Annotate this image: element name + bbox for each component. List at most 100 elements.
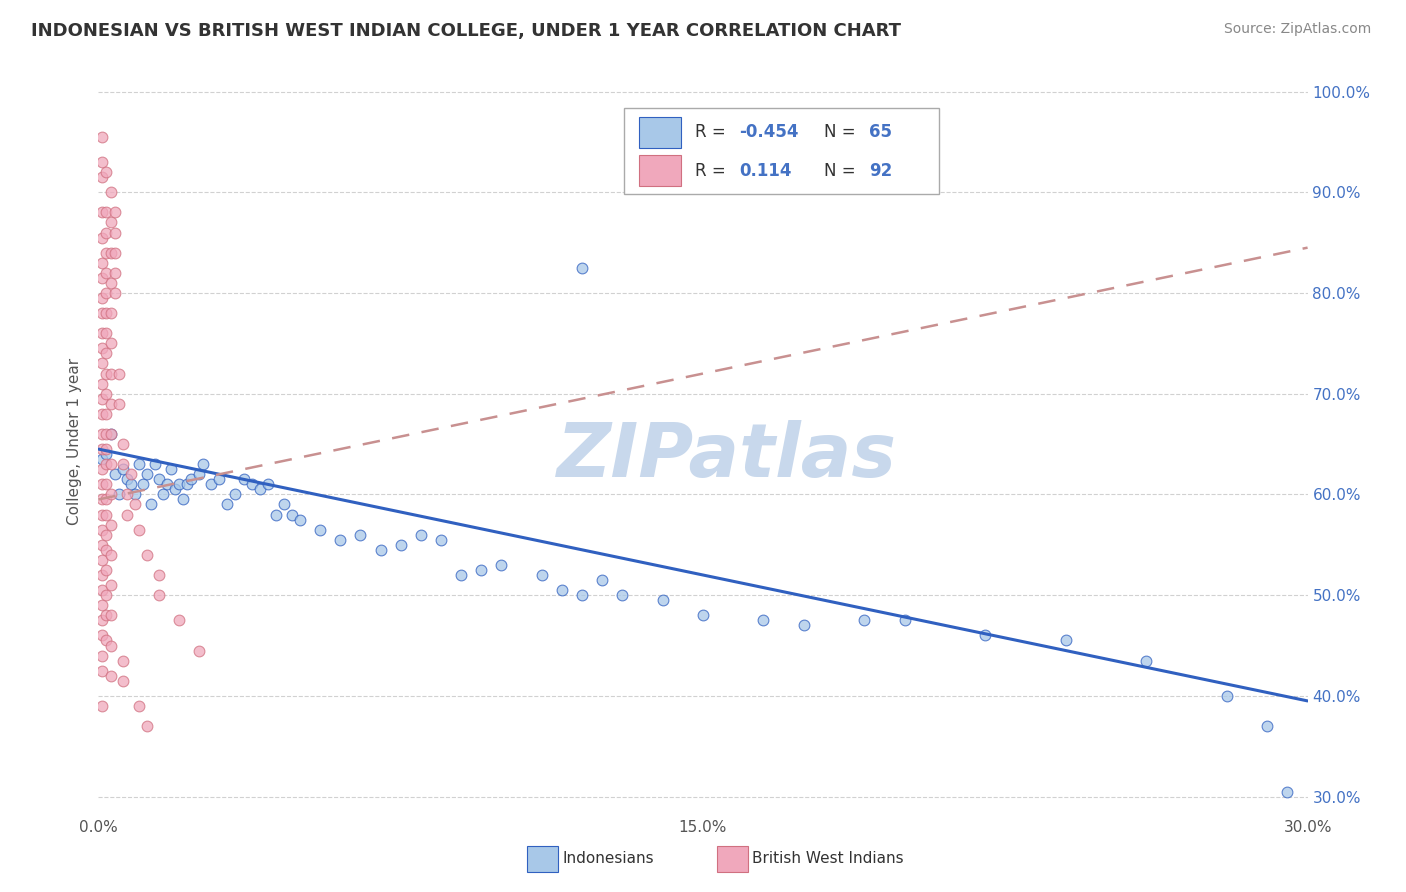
Point xyxy=(96,165,118,179)
Point xyxy=(100,367,122,381)
Point xyxy=(100,276,122,290)
Point xyxy=(591,573,613,587)
Point xyxy=(96,205,118,219)
Point xyxy=(91,291,114,305)
Point xyxy=(96,633,118,648)
Point xyxy=(100,336,122,351)
Point xyxy=(224,487,246,501)
Bar xyxy=(638,117,682,147)
Point xyxy=(103,266,125,280)
Point xyxy=(91,492,114,507)
Point xyxy=(91,477,114,491)
Point xyxy=(96,367,118,381)
Point xyxy=(91,648,114,663)
Point xyxy=(91,306,114,320)
Point xyxy=(176,477,198,491)
Point xyxy=(100,306,122,320)
Point xyxy=(96,563,118,577)
Point xyxy=(91,407,114,421)
Point xyxy=(107,397,129,411)
Point xyxy=(96,588,118,602)
Point xyxy=(91,538,114,552)
Point xyxy=(180,472,202,486)
Point xyxy=(100,578,122,592)
Point xyxy=(571,260,593,275)
Point xyxy=(91,205,114,219)
Point xyxy=(100,548,122,562)
Point xyxy=(96,442,118,456)
Point xyxy=(103,467,125,482)
Point xyxy=(152,487,174,501)
Point xyxy=(124,487,146,501)
Point xyxy=(853,613,876,627)
Point xyxy=(91,427,114,442)
Point xyxy=(281,508,304,522)
Point xyxy=(651,593,673,607)
Point xyxy=(100,427,122,442)
Point xyxy=(103,226,125,240)
Point xyxy=(103,285,125,300)
Text: INDONESIAN VS BRITISH WEST INDIAN COLLEGE, UNDER 1 YEAR CORRELATION CHART: INDONESIAN VS BRITISH WEST INDIAN COLLEG… xyxy=(31,22,901,40)
Text: Source: ZipAtlas.com: Source: ZipAtlas.com xyxy=(1223,22,1371,37)
Text: R =: R = xyxy=(695,161,731,179)
Point xyxy=(111,462,134,476)
Point xyxy=(115,508,138,522)
Point xyxy=(91,392,114,406)
Bar xyxy=(638,155,682,186)
Point xyxy=(115,472,138,486)
Point xyxy=(111,654,134,668)
Point xyxy=(91,230,114,244)
Point xyxy=(148,568,170,582)
Point xyxy=(1135,654,1157,668)
Point xyxy=(91,664,114,678)
Point xyxy=(128,523,150,537)
Point xyxy=(91,155,114,169)
Point xyxy=(107,487,129,501)
Point xyxy=(96,427,118,442)
Point xyxy=(167,613,190,627)
Point xyxy=(107,367,129,381)
Point xyxy=(96,407,118,421)
Point xyxy=(256,477,278,491)
Point xyxy=(470,563,492,577)
Point xyxy=(96,457,118,471)
Point xyxy=(96,266,118,280)
Point xyxy=(530,568,553,582)
Point xyxy=(128,457,150,471)
Point xyxy=(893,613,915,627)
Point xyxy=(91,129,114,144)
Point xyxy=(135,467,157,482)
Point xyxy=(240,477,263,491)
Point xyxy=(111,673,134,688)
Point xyxy=(612,588,634,602)
Point xyxy=(389,538,412,552)
Point xyxy=(160,462,183,476)
Point xyxy=(100,215,122,229)
Text: ZIPatlas: ZIPatlas xyxy=(557,420,897,493)
Point xyxy=(100,245,122,260)
Point xyxy=(91,553,114,567)
Point xyxy=(139,498,162,512)
Point xyxy=(96,306,118,320)
Point xyxy=(188,467,211,482)
Point xyxy=(309,523,332,537)
Point xyxy=(120,467,142,482)
Point xyxy=(188,643,211,657)
Point xyxy=(91,568,114,582)
Point xyxy=(752,613,775,627)
Point xyxy=(232,472,254,486)
Text: N =: N = xyxy=(824,123,860,141)
Point xyxy=(156,477,179,491)
Point xyxy=(128,698,150,713)
Point xyxy=(100,517,122,532)
Point xyxy=(111,457,134,471)
Point xyxy=(450,568,472,582)
Point xyxy=(100,457,122,471)
Text: 0.114: 0.114 xyxy=(740,161,792,179)
Point xyxy=(91,599,114,613)
Point xyxy=(91,376,114,391)
Point xyxy=(91,256,114,270)
Point xyxy=(91,356,114,370)
Point xyxy=(148,588,170,602)
Point xyxy=(571,588,593,602)
